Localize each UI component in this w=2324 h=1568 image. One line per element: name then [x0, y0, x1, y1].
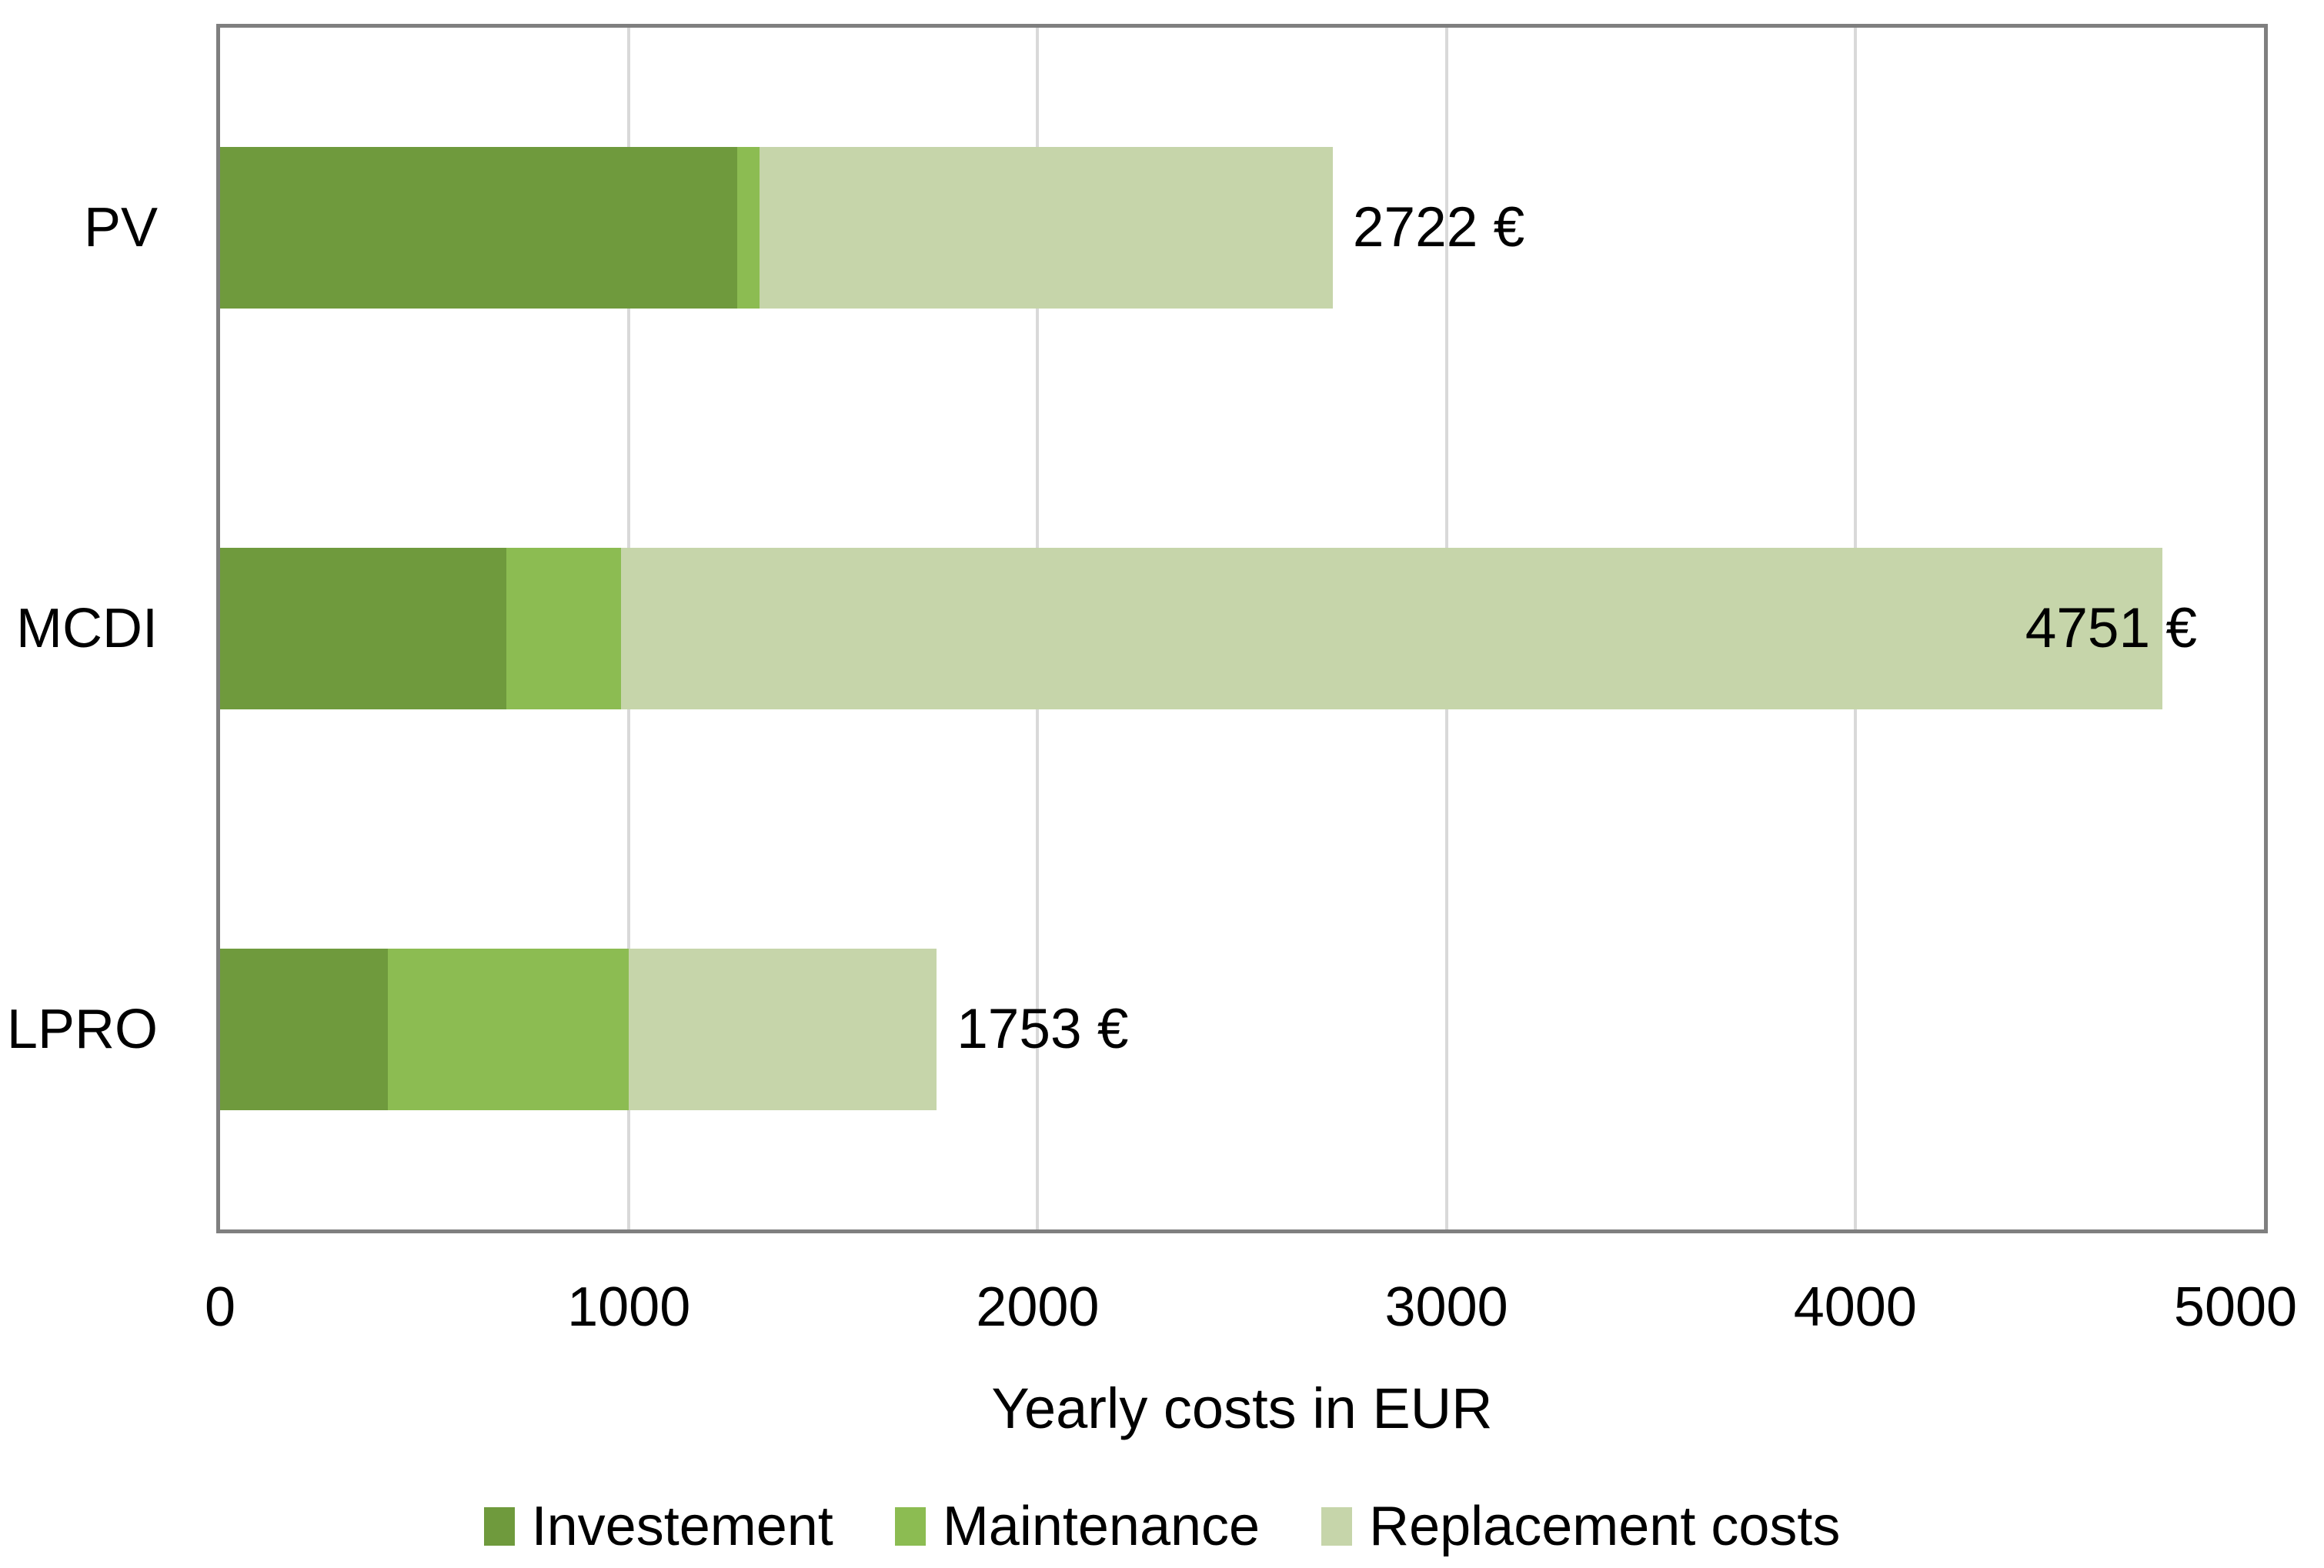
legend-marker-icon	[894, 1507, 926, 1546]
legend-label: Investement	[531, 1496, 833, 1557]
x-axis-title: Yearly costs in EUR	[991, 1376, 1493, 1440]
bar-segment-pv-replacement-costs	[760, 147, 1333, 309]
bar-segment-mcdi-investement	[220, 548, 506, 709]
plot-area	[216, 24, 2268, 1233]
value-label-mcdi: 4751 €	[2025, 597, 2197, 659]
bar-segment-lpro-maintenance	[387, 948, 629, 1110]
x-tick-0: 0	[204, 1276, 236, 1338]
legend-item-maintenance: Maintenance	[894, 1495, 1261, 1558]
bar-mcdi	[220, 548, 2162, 709]
value-label-pv: 2722 €	[1352, 196, 1525, 259]
legend-marker-icon	[1321, 1507, 1353, 1546]
legend-item-investement: Investement	[483, 1495, 833, 1558]
bar-segment-pv-investement	[220, 147, 737, 309]
bar-segment-lpro-replacement-costs	[629, 948, 937, 1110]
x-tick-3000: 3000	[1384, 1276, 1508, 1338]
bar-pv	[220, 147, 1333, 309]
bar-segment-mcdi-maintenance	[506, 548, 621, 709]
bar-segment-lpro-investement	[220, 948, 388, 1110]
legend: Investement Maintenance Replacement costs	[0, 1496, 2324, 1557]
x-tick-2000: 2000	[976, 1276, 1100, 1338]
category-label-lpro: LPRO	[6, 998, 158, 1060]
x-tick-1000: 1000	[567, 1276, 691, 1338]
legend-label: Maintenance	[942, 1496, 1261, 1557]
x-tick-5000: 5000	[2173, 1276, 2298, 1338]
legend-marker-icon	[483, 1507, 515, 1546]
legend-item-replacement-costs: Replacement costs	[1321, 1495, 1840, 1558]
legend-label: Replacement costs	[1369, 1496, 1841, 1557]
category-label-pv: PV	[83, 197, 158, 259]
bar-lpro	[220, 948, 937, 1110]
category-label-mcdi: MCDI	[16, 598, 158, 659]
bar-segment-mcdi-replacement-costs	[620, 548, 2162, 709]
x-tick-4000: 4000	[1793, 1276, 1917, 1338]
value-label-lpro: 1753 €	[957, 997, 1129, 1060]
bar-segment-pv-maintenance	[736, 147, 760, 309]
